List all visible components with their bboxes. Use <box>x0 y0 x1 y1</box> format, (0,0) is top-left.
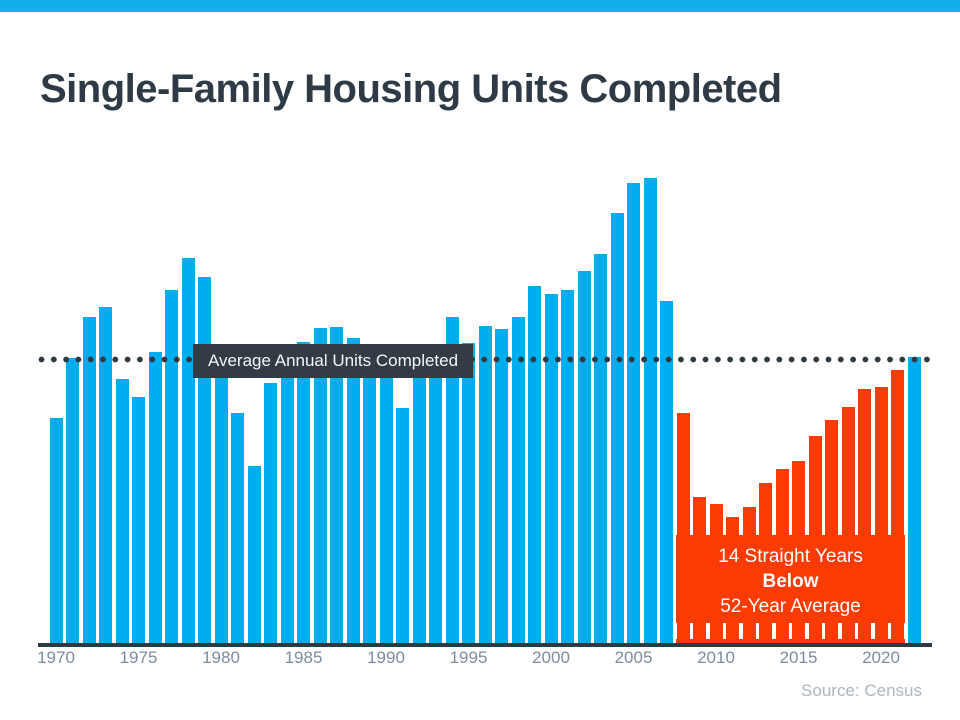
below-average-annotation: 14 Straight Years Below 52-Year Average <box>676 535 905 623</box>
bar-2000 <box>544 294 558 643</box>
bar-1999 <box>528 286 541 643</box>
bar-1987 <box>330 327 343 643</box>
bar-1991 <box>396 408 409 643</box>
bar-1989 <box>363 355 376 643</box>
bar-1984 <box>280 355 294 643</box>
bar-1992 <box>412 372 426 643</box>
annotation-line-2: Below <box>762 571 819 592</box>
x-tick-2015: 2015 <box>779 648 818 667</box>
bar-2003 <box>594 254 607 643</box>
bar-1974 <box>115 379 129 643</box>
annotation-line-3: 52-Year Average <box>720 596 861 617</box>
bar-1978 <box>181 258 195 643</box>
bar-1979 <box>198 277 211 643</box>
bar-1998 <box>511 317 525 643</box>
x-tick-2010: 2010 <box>697 648 735 667</box>
bar-2002 <box>577 271 591 643</box>
below-average-baseline-strip <box>676 639 905 644</box>
bar-1977 <box>165 290 178 643</box>
x-tick-1970: 1970 <box>37 648 75 667</box>
bar-2005 <box>627 183 640 643</box>
bar-1993 <box>429 351 442 643</box>
bar-2001 <box>561 290 574 643</box>
source-credit: Source: Census <box>801 681 922 700</box>
x-axis-line <box>38 643 932 647</box>
bar-1985 <box>297 342 310 643</box>
bar-1983 <box>264 383 277 643</box>
x-tick-1985: 1985 <box>284 648 323 667</box>
bar-1996 <box>478 326 492 643</box>
x-tick-1990: 1990 <box>367 648 405 667</box>
bar-1995 <box>462 343 475 643</box>
x-tick-2000: 2000 <box>532 648 570 667</box>
bar-1976 <box>148 352 162 643</box>
bar-1986 <box>313 328 327 643</box>
bar-1975 <box>132 397 145 643</box>
x-tick-1975: 1975 <box>119 648 158 667</box>
bar-2004 <box>610 213 624 643</box>
annotation-line-1: 14 Straight Years <box>718 546 863 567</box>
top-accent-stripe <box>0 0 960 12</box>
x-tick-1980: 1980 <box>202 648 240 667</box>
bar-1990 <box>379 372 393 643</box>
average-dotted-line <box>38 356 930 363</box>
x-tick-2020: 2020 <box>862 648 900 667</box>
bar-2007 <box>660 301 673 643</box>
bar-2006 <box>643 178 657 643</box>
page-title: Single-Family Housing Units Completed <box>40 66 782 111</box>
bar-1982 <box>247 466 261 643</box>
x-tick-1995: 1995 <box>449 648 488 667</box>
bar-1994 <box>445 317 459 643</box>
bar-1971 <box>66 358 79 643</box>
bar-1980 <box>214 374 228 643</box>
bar-1973 <box>99 307 112 643</box>
bar-1997 <box>495 329 508 643</box>
bar-1981 <box>231 413 244 643</box>
bar-1988 <box>346 338 360 643</box>
bar-1972 <box>82 317 96 643</box>
bar-2022 <box>907 357 921 643</box>
bar-1970 <box>49 418 63 643</box>
x-tick-2005: 2005 <box>614 648 653 667</box>
average-line-label: Average Annual Units Completed <box>193 344 473 378</box>
